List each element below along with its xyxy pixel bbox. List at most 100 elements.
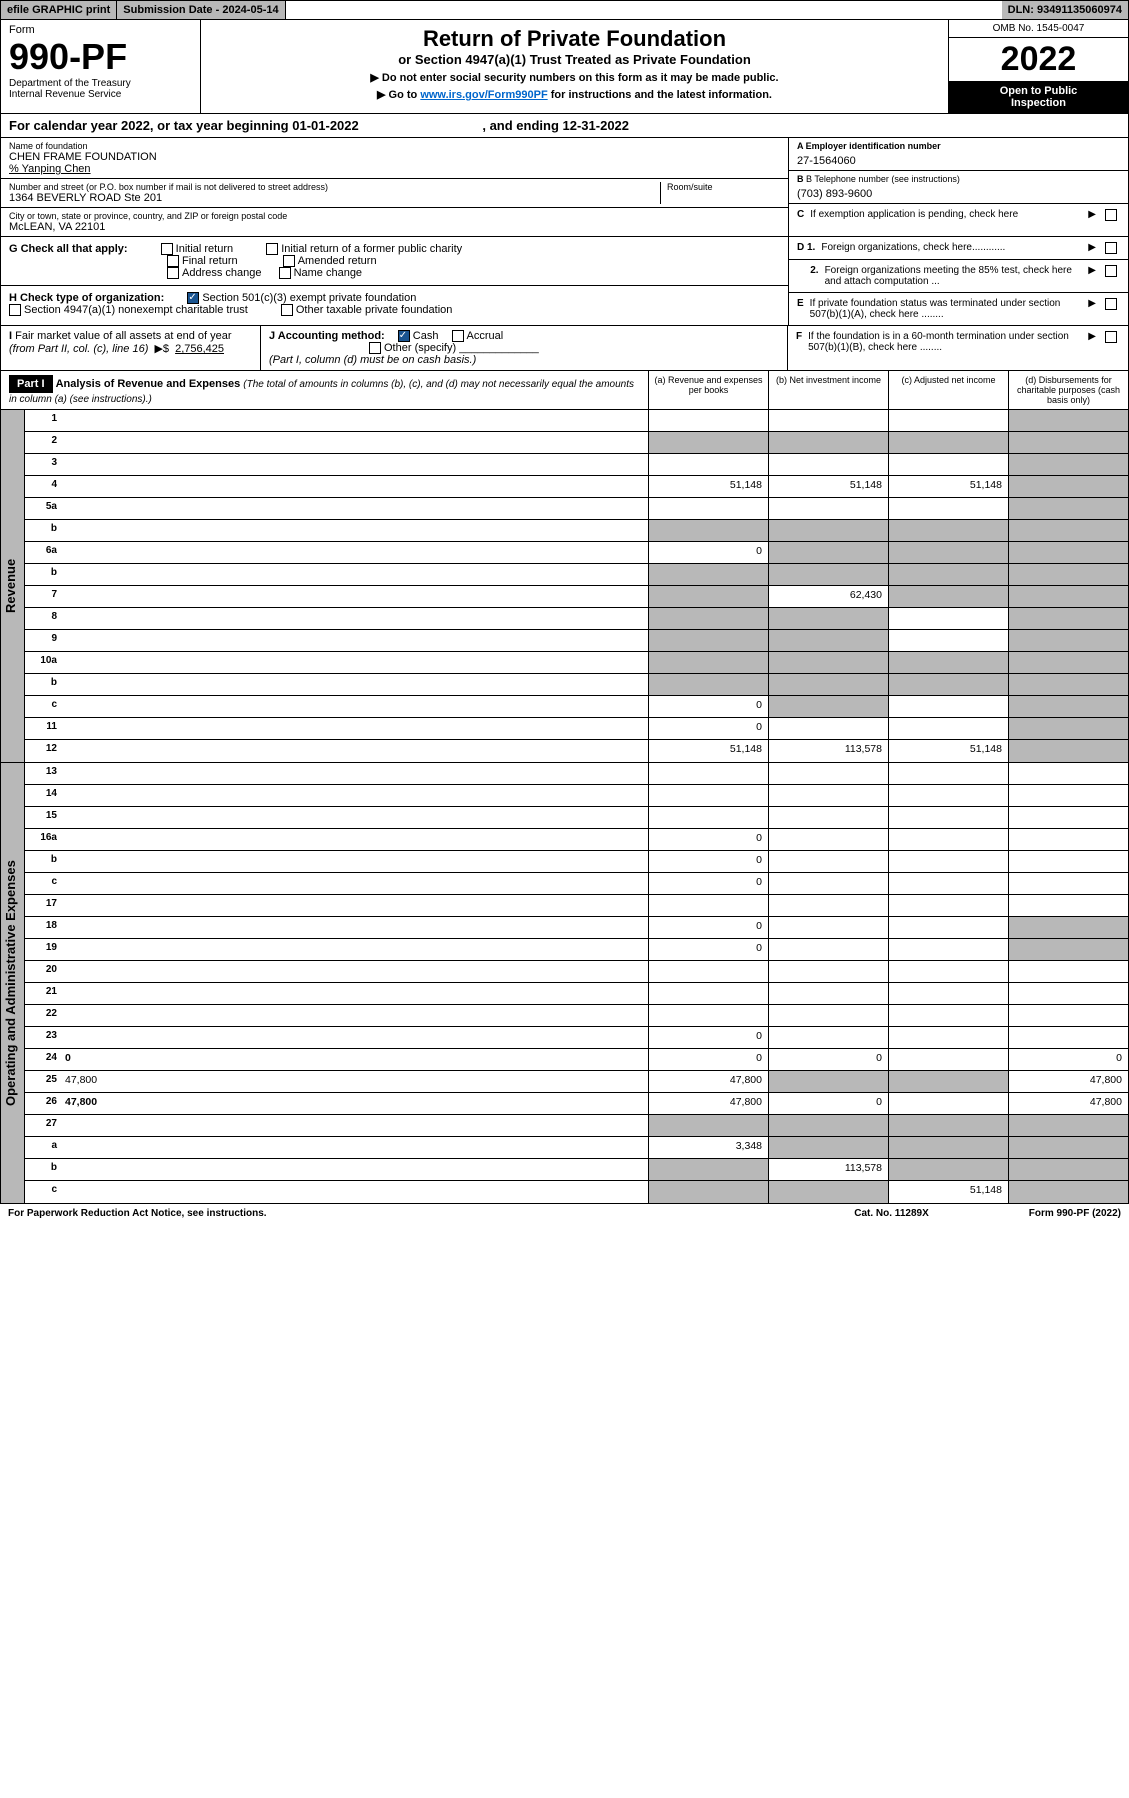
form-subtitle: or Section 4947(a)(1) Trust Treated as P… [207, 52, 942, 67]
table-row: 190 [25, 939, 1128, 961]
table-row: b0 [25, 851, 1128, 873]
table-row: 20 [25, 961, 1128, 983]
table-row: b [25, 520, 1128, 542]
part1-badge: Part I [9, 375, 53, 393]
table-row: a3,348 [25, 1137, 1128, 1159]
col-a-header: (a) Revenue and expenses per books [648, 371, 768, 409]
table-row: 22 [25, 1005, 1128, 1027]
phone: (703) 893-9600 [797, 188, 1120, 200]
table-row: 9 [25, 630, 1128, 652]
h-other-taxable-checkbox[interactable] [281, 304, 293, 316]
calendar-year-row: For calendar year 2022, or tax year begi… [0, 114, 1129, 138]
table-row: 451,14851,14851,148 [25, 476, 1128, 498]
g-initial-checkbox[interactable] [161, 243, 173, 255]
table-row: 110 [25, 718, 1128, 740]
table-row: 10a [25, 652, 1128, 674]
j-other-checkbox[interactable] [369, 342, 381, 354]
omb-number: OMB No. 1545-0047 [949, 20, 1128, 38]
d1-checkbox[interactable] [1105, 242, 1117, 254]
table-row: 8 [25, 608, 1128, 630]
g-final-checkbox[interactable] [167, 255, 179, 267]
j-cash-checkbox[interactable] [398, 330, 410, 342]
c-text: If exemption application is pending, che… [810, 209, 1085, 220]
table-row: c0 [25, 696, 1128, 718]
city-label: City or town, state or province, country… [9, 211, 780, 221]
ssn-warning: ▶ Do not enter social security numbers o… [207, 71, 942, 84]
irs-label: Internal Revenue Service [9, 89, 192, 100]
form-number: 990-PF [9, 36, 192, 78]
e-checkbox[interactable] [1105, 298, 1117, 310]
form-label: Form [9, 24, 192, 36]
revenue-label: Revenue [1, 410, 25, 762]
part1-header: Part I Analysis of Revenue and Expenses … [0, 371, 1129, 410]
open-public: Open to PublicInspection [949, 81, 1128, 113]
j-note: (Part I, column (d) must be on cash basi… [269, 354, 476, 366]
col-c-header: (c) Adjusted net income [888, 371, 1008, 409]
f-text: If the foundation is in a 60-month termi… [808, 331, 1085, 353]
d2-checkbox[interactable] [1105, 265, 1117, 277]
table-row: 13 [25, 763, 1128, 785]
g-address-checkbox[interactable] [167, 267, 179, 279]
col-d-header: (d) Disbursements for charitable purpose… [1008, 371, 1128, 409]
expenses-section: Operating and Administrative Expenses 13… [0, 763, 1129, 1204]
table-row: 240000 [25, 1049, 1128, 1071]
g-amended-checkbox[interactable] [283, 255, 295, 267]
f-checkbox[interactable] [1105, 331, 1117, 343]
ij-row: I Fair market value of all assets at end… [0, 326, 1129, 371]
form-header: Form 990-PF Department of the Treasury I… [0, 20, 1129, 114]
g-row: G Check all that apply: Initial return I… [1, 237, 788, 286]
entity-info: Name of foundation CHEN FRAME FOUNDATION… [0, 138, 1129, 237]
d2-text: Foreign organizations meeting the 85% te… [825, 265, 1086, 287]
expenses-label: Operating and Administrative Expenses [1, 763, 25, 1203]
table-row: 2 [25, 432, 1128, 454]
table-row: 180 [25, 917, 1128, 939]
table-row: 16a0 [25, 829, 1128, 851]
h-4947-checkbox[interactable] [9, 304, 21, 316]
phone-label: B B Telephone number (see instructions) [797, 174, 1120, 184]
cat-no: Cat. No. 11289X [854, 1208, 928, 1219]
table-row: 1 [25, 410, 1128, 432]
h-501c3-checkbox[interactable] [187, 292, 199, 304]
table-row: 762,430 [25, 586, 1128, 608]
c-checkbox[interactable] [1105, 209, 1117, 221]
table-row: 27 [25, 1115, 1128, 1137]
table-row: c51,148 [25, 1181, 1128, 1203]
e-text: If private foundation status was termina… [810, 298, 1086, 320]
city-state-zip: McLEAN, VA 22101 [9, 221, 780, 233]
table-row: b113,578 [25, 1159, 1128, 1181]
tax-year: 2022 [949, 38, 1128, 81]
name-label: Name of foundation [9, 141, 780, 151]
efile-print-button[interactable]: efile GRAPHIC print [1, 1, 117, 19]
foundation-name: CHEN FRAME FOUNDATION [9, 151, 780, 163]
paperwork-notice: For Paperwork Reduction Act Notice, see … [8, 1208, 267, 1219]
table-row: c0 [25, 873, 1128, 895]
col-b-header: (b) Net investment income [768, 371, 888, 409]
room-label: Room/suite [667, 182, 780, 192]
d1-text: Foreign organizations, check here.......… [821, 242, 1085, 253]
check-section: G Check all that apply: Initial return I… [0, 237, 1129, 326]
top-bar: efile GRAPHIC print Submission Date - 20… [0, 0, 1129, 20]
table-row: b [25, 564, 1128, 586]
fmv-value: 2,756,425 [175, 343, 224, 355]
table-row: b [25, 674, 1128, 696]
form-ref: Form 990-PF (2022) [1029, 1208, 1121, 1219]
street-address: 1364 BEVERLY ROAD Ste 201 [9, 192, 660, 204]
table-row: 2647,80047,800047,800 [25, 1093, 1128, 1115]
table-row: 3 [25, 454, 1128, 476]
table-row: 15 [25, 807, 1128, 829]
j-accrual-checkbox[interactable] [452, 330, 464, 342]
table-row: 2547,80047,80047,800 [25, 1071, 1128, 1093]
submission-date: Submission Date - 2024-05-14 [117, 1, 285, 19]
h-row: H Check type of organization: Section 50… [1, 286, 788, 322]
dln: DLN: 93491135060974 [1002, 1, 1128, 19]
table-row: 1251,148113,57851,148 [25, 740, 1128, 762]
g-initial-former-checkbox[interactable] [266, 243, 278, 255]
revenue-section: Revenue 123451,14851,14851,1485ab6a0b762… [0, 410, 1129, 763]
ein: 27-1564060 [797, 155, 1120, 167]
care-of: % Yanping Chen [9, 163, 780, 175]
g-name-checkbox[interactable] [279, 267, 291, 279]
table-row: 230 [25, 1027, 1128, 1049]
irs-link[interactable]: www.irs.gov/Form990PF [420, 89, 547, 101]
goto-note: ▶ Go to www.irs.gov/Form990PF for instru… [207, 88, 942, 101]
table-row: 5a [25, 498, 1128, 520]
